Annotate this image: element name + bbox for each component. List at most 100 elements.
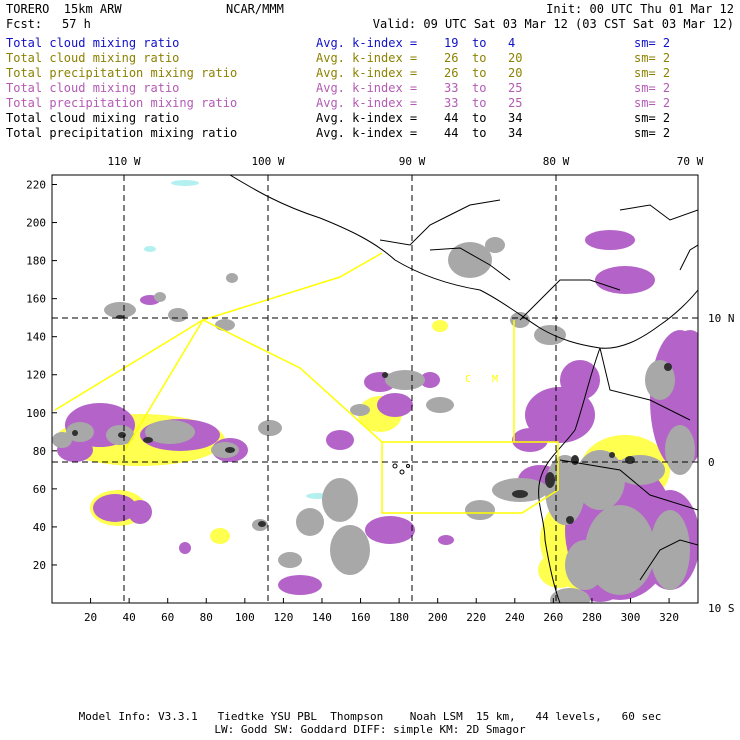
x-tick-label: 200 <box>428 611 448 624</box>
x-tick-label: 80 <box>200 611 213 624</box>
cloud-field-layer <box>52 180 698 603</box>
legend-sm: sm= 2 <box>634 111 671 125</box>
legend-sm: sm= 2 <box>634 66 671 80</box>
dark-cores <box>72 315 672 527</box>
axis-labels: 20 40 60 80 100 120 140 160 180 200 220 240 260 280 30… <box>26 155 734 624</box>
y-tick-label: 80 <box>33 445 46 458</box>
legend-b: 34 <box>508 111 523 125</box>
map-frame <box>51 174 699 604</box>
y-tick-label: 120 <box>26 369 46 382</box>
legend-to: to <box>472 81 487 95</box>
legend-sm: sm= 2 <box>634 96 671 110</box>
inset-text-m: M <box>492 374 498 385</box>
legend-to: to <box>472 126 487 140</box>
legend-field: Total precipitation mixing ratio <box>6 96 238 110</box>
x-tick-label: 100 <box>235 611 255 624</box>
y-tick-label: 20 <box>33 559 46 572</box>
x-tick-label: 160 <box>351 611 371 624</box>
legend-to: to <box>472 51 487 65</box>
init-time: Init: 00 UTC Thu 01 Mar 12 <box>546 2 734 16</box>
axis-ticks <box>52 184 670 603</box>
gray-contours <box>52 237 695 603</box>
lat-label: 10 N <box>708 312 735 325</box>
legend-field: Total cloud mixing ratio <box>6 51 180 65</box>
legend-a: 33 <box>444 96 459 110</box>
x-tick-label: 320 <box>659 611 679 624</box>
legend-a: 33 <box>444 81 459 95</box>
x-tick-label: 280 <box>582 611 602 624</box>
legend-field: Total cloud mixing ratio <box>6 111 180 125</box>
border-ecuador-peru <box>559 459 698 511</box>
legend-to: to <box>472 36 487 50</box>
legend-sm: sm= 2 <box>634 51 671 65</box>
legend-row: Total precipitation mixing ratio Avg. k-i… <box>6 126 734 141</box>
lon-label: 100 W <box>251 155 284 168</box>
legend-a: 19 <box>444 36 459 50</box>
border-colombia <box>599 347 691 421</box>
x-tick-label: 180 <box>389 611 409 624</box>
legend-idx-label: Avg. k-index = <box>316 126 418 140</box>
legend-field: Total cloud mixing ratio <box>6 36 180 50</box>
legend-a: 26 <box>444 66 459 80</box>
legend-a: 26 <box>444 51 459 65</box>
inset-text-c: C <box>465 374 471 385</box>
coastline-south-america <box>538 347 601 603</box>
model-info-line-1: Model Info: V3.3.1 Tiedtke YSU PBL Thomp… <box>78 710 662 723</box>
model-info-line-2: LW: Godd SW: Goddard DIFF: simple KM: 2D… <box>214 723 526 736</box>
legend-idx-label: Avg. k-index = <box>316 81 418 95</box>
legend-b: 20 <box>508 51 523 65</box>
model-name: TORERO 15km ARW <box>6 2 122 16</box>
y-tick-label: 180 <box>26 255 46 268</box>
cyan-features <box>144 180 330 499</box>
legend-row: Total cloud mixing ratio Avg. k-index = 26… <box>6 51 734 66</box>
legend-b: 20 <box>508 66 523 80</box>
legend-sm: sm= 2 <box>634 36 671 50</box>
y-tick-label: 100 <box>26 407 46 420</box>
x-tick-label: 220 <box>466 611 486 624</box>
legend-idx-label: Avg. k-index = <box>316 36 418 50</box>
track-box-south <box>381 441 559 514</box>
legend-idx-label: Avg. k-index = <box>316 66 418 80</box>
y-tick-label: 60 <box>33 483 46 496</box>
legend-field: Total precipitation mixing ratio <box>6 126 238 140</box>
galapagos-island-3 <box>406 464 410 468</box>
valid-time: Valid: 09 UTC Sat 03 Mar 12 (03 CST Sat … <box>372 17 734 31</box>
coastline-east <box>679 244 698 271</box>
legend-a: 44 <box>444 126 459 140</box>
forecast-hours: 57 h <box>62 17 91 31</box>
track-line-south <box>124 319 204 451</box>
legend-sm: sm= 2 <box>634 126 671 140</box>
legend-to: to <box>472 66 487 80</box>
x-tick-label: 60 <box>161 611 174 624</box>
legend-row: Total cloud mixing ratio Avg. k-index = 33… <box>6 81 734 96</box>
lat-label: 10 S <box>708 602 735 615</box>
x-tick-label: 120 <box>273 611 293 624</box>
border-line-2 <box>429 247 511 281</box>
x-tick-label: 140 <box>312 611 332 624</box>
galapagos-island-1 <box>392 463 398 469</box>
legend-row: Total cloud mixing ratio Avg. k-index = 44… <box>6 111 734 126</box>
legend-b: 25 <box>508 96 523 110</box>
legend-idx-label: Avg. k-index = <box>316 51 418 65</box>
x-tick-label: 240 <box>505 611 525 624</box>
legend-idx-label: Avg. k-index = <box>316 111 418 125</box>
y-tick-label: 160 <box>26 293 46 306</box>
lon-label: 70 W <box>677 155 704 168</box>
legend-to: to <box>472 96 487 110</box>
border-peru-brazil <box>639 539 698 581</box>
y-tick-label: 220 <box>26 179 46 192</box>
galapagos-island-2 <box>399 469 405 475</box>
legend-idx-label: Avg. k-index = <box>316 96 418 110</box>
lon-label: 90 W <box>399 155 426 168</box>
legend-b: 25 <box>508 81 523 95</box>
legend-field: Total cloud mixing ratio <box>6 81 180 95</box>
lat-label: 0 <box>708 456 715 469</box>
legend-a: 44 <box>444 111 459 125</box>
legend-b: 34 <box>508 126 523 140</box>
y-tick-label: 140 <box>26 331 46 344</box>
x-tick-label: 20 <box>84 611 97 624</box>
legend-row: Total precipitation mixing ratio Avg. k-i… <box>6 66 734 81</box>
coastlines <box>229 175 698 603</box>
x-tick-label: 260 <box>543 611 563 624</box>
y-tick-label: 200 <box>26 217 46 230</box>
